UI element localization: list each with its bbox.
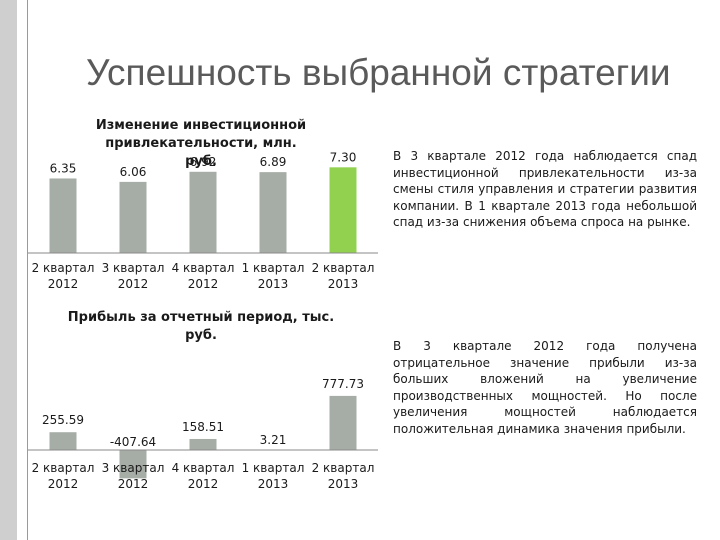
- x-tick-label: 2012: [118, 277, 149, 291]
- accent-side-line: [27, 0, 28, 540]
- x-tick-label: 2012: [118, 477, 149, 491]
- x-tick-label: 2 квартал: [32, 461, 95, 475]
- charts-area: Изменение инвестиционной привлекательност…: [28, 118, 378, 491]
- bar: [189, 438, 217, 450]
- x-tick-label: 2 квартал: [312, 261, 375, 275]
- x-tick-label: 2 квартал: [312, 461, 375, 475]
- x-tick-label: 1 квартал: [242, 261, 305, 275]
- data-label: 6.92: [190, 155, 217, 169]
- paragraph-investment: В 3 квартале 2012 года наблюдается спад …: [393, 149, 697, 229]
- bar: [259, 172, 287, 253]
- data-label: 777.73: [322, 377, 364, 391]
- x-tick-label: 2 квартал: [32, 261, 95, 275]
- data-label: -407.64: [110, 435, 156, 449]
- x-tick-label: 2012: [188, 477, 219, 491]
- bar: [329, 395, 357, 450]
- bar: [49, 432, 77, 450]
- data-label: 255.59: [42, 413, 84, 427]
- x-tick-label: 2013: [328, 277, 359, 291]
- bar: [189, 171, 217, 253]
- x-tick-label: 2012: [48, 277, 79, 291]
- x-tick-label: 2012: [188, 277, 219, 291]
- data-label: 3.21: [260, 433, 287, 447]
- chart-title-line: Изменение инвестиционной: [96, 118, 306, 133]
- x-tick-label: 4 квартал: [172, 261, 235, 275]
- paragraph-profit: В 3 квартале 2012 года получена отрицате…: [393, 339, 697, 436]
- chart-title-line: привлекательности, млн.: [105, 136, 296, 151]
- x-tick-label: 4 квартал: [172, 461, 235, 475]
- data-label: 6.35: [50, 161, 77, 175]
- chart-title-line: руб.: [185, 154, 217, 169]
- bar: [119, 450, 147, 479]
- accent-side-bar: [0, 0, 17, 540]
- x-tick-label: 2013: [258, 477, 289, 491]
- bar: [119, 181, 147, 253]
- data-label: 6.06: [120, 165, 147, 179]
- chart-title-line: Прибыль за отчетный период, тыс.: [68, 310, 334, 325]
- data-label: 7.30: [330, 150, 357, 164]
- data-label: 158.51: [182, 420, 224, 434]
- bar: [49, 178, 77, 253]
- bar: [329, 167, 357, 253]
- x-tick-label: 3 квартал: [102, 461, 165, 475]
- x-tick-label: 2012: [48, 477, 79, 491]
- x-tick-label: 3 квартал: [102, 261, 165, 275]
- x-tick-label: 1 квартал: [242, 461, 305, 475]
- slide-title: Успешность выбранной стратегии: [86, 52, 671, 93]
- x-tick-label: 2013: [258, 277, 289, 291]
- x-tick-label: 2013: [328, 477, 359, 491]
- chart-title-line: руб.: [185, 328, 217, 343]
- data-label: 6.89: [260, 155, 287, 169]
